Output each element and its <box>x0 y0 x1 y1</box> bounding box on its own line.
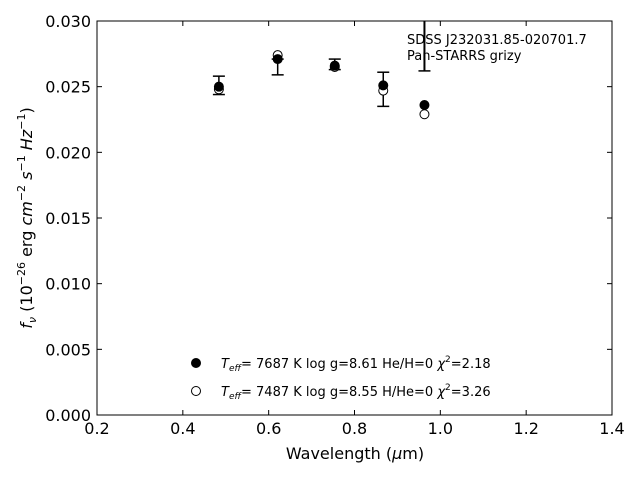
model-point-filled <box>213 81 224 92</box>
model-point-open <box>419 109 430 120</box>
x-axis-label: Wavelength (μm) <box>286 444 424 463</box>
data-points <box>213 50 430 120</box>
legend-marker-open <box>191 386 201 396</box>
legend: Teff= 7687 K log g=8.61 He/H=0 χ2=2.18 T… <box>191 355 491 402</box>
y-tick-labels: 0.000 0.005 0.010 0.015 0.020 0.025 0.030 <box>45 12 91 425</box>
model-point-filled <box>329 60 340 71</box>
y-tick-label: 0.025 <box>45 78 91 97</box>
x-tick-label: 0.8 <box>342 419 367 438</box>
y-axis-label: fν (10−26 erg cm−2 s−1 Hz−1) <box>15 107 39 328</box>
model-point-filled <box>378 80 389 91</box>
model-point-filled <box>419 100 430 111</box>
x-tick-label: 0.2 <box>84 419 109 438</box>
x-tick-label: 0.4 <box>170 419 195 438</box>
y-tick-label: 0.030 <box>45 12 91 31</box>
annotation-object-name: SDSS J232031.85-020701.7 <box>407 33 587 48</box>
x-tick-label: 1.4 <box>599 419 624 438</box>
x-tick-label: 1.2 <box>513 419 538 438</box>
y-tick-label: 0.000 <box>45 406 91 425</box>
x-tick-label: 1.0 <box>428 419 453 438</box>
error-bars <box>212 21 431 108</box>
legend-marker-filled <box>191 358 201 368</box>
model-point-filled <box>272 54 283 65</box>
y-tick-label: 0.020 <box>45 143 91 162</box>
y-tick-label: 0.005 <box>45 340 91 359</box>
x-tick-labels: 0.2 0.4 0.6 0.8 1.0 1.2 1.4 <box>84 419 624 438</box>
x-tick-label: 0.6 <box>256 419 281 438</box>
axis-ticks <box>96 20 613 416</box>
annotation-survey: Pan-STARRS grizy <box>407 49 522 64</box>
y-tick-label: 0.010 <box>45 275 91 294</box>
legend-entry-2: Teff= 7487 K log g=8.55 H/He=0 χ2=3.26 <box>221 383 491 402</box>
y-tick-label: 0.015 <box>45 209 91 228</box>
legend-entry-1: Teff= 7687 K log g=8.61 He/H=0 χ2=2.18 <box>221 355 491 374</box>
plot-frame <box>96 20 613 416</box>
